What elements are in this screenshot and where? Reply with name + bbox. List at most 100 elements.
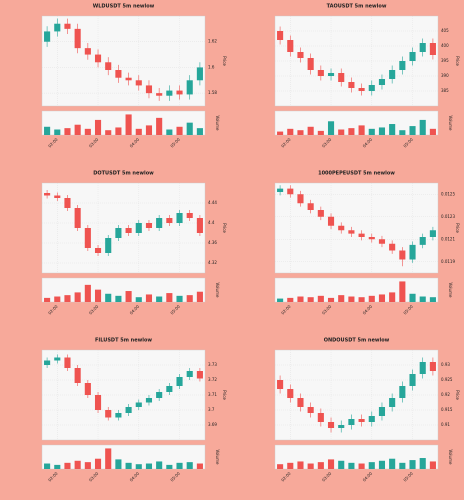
volume-bar [145,294,153,302]
volume-bar [84,128,91,135]
y-tick-label: 0.92 [441,392,450,397]
candle-body [166,386,173,392]
volume-bar [196,291,203,302]
candle-body [44,193,51,196]
y-tick-label: 3.72 [208,377,217,382]
volume-axis-label: Volume [215,116,220,131]
candle-body [317,210,324,217]
volume-bar [348,462,355,469]
y-tick-label: 1.58 [208,90,217,95]
candle-body [317,413,324,422]
y-tick-label: 385 [441,88,449,93]
candle-body [429,230,436,237]
candle-body [186,371,193,377]
volume-bar [94,458,102,469]
volume-bar [409,460,416,469]
volume-bar [297,130,304,135]
candle-body [145,85,153,94]
y-tick-label: 0.0125 [441,191,455,196]
volume-bar [297,461,304,469]
chart-title: WLDUSDT 5m newlow [93,4,155,10]
volume-axis-label: Volume [448,116,453,131]
volume-bar [156,296,163,302]
candle-body [358,88,365,91]
candle-body [105,410,112,418]
volume-bar [429,297,436,302]
y-tick-label: 3.71 [208,392,217,397]
volume-bar [105,448,112,469]
candle-body [327,422,335,428]
volume-bar [84,462,91,469]
candle-body [44,360,51,365]
candle-body [196,67,203,81]
candle-body [135,80,142,86]
y-tick-label: 4.32 [208,260,217,265]
volume-bar [389,292,396,302]
candle-body [317,70,324,76]
volume-bar [277,464,284,469]
candle-body [84,228,91,248]
volume-bar [317,462,324,469]
y-tick-label: 0.0119 [441,259,455,264]
candle-body [277,188,284,192]
volume-bar [378,294,386,302]
candle-body [399,250,406,260]
volume-bar [166,129,173,135]
volume-bar [317,130,324,135]
candle-body [105,62,112,70]
volume-bar [338,295,345,302]
candle-body [297,194,304,204]
candle-body [156,392,163,398]
candle-body [125,228,132,233]
candle-body [348,82,355,88]
plot-area [274,349,439,441]
candle-body [409,52,416,61]
candle-body [125,77,132,81]
volume-bar [44,126,51,135]
volume-bar [166,293,173,302]
y-tick-label: 4.36 [208,240,217,245]
volume-bar [409,126,416,135]
volume-bar [125,114,132,135]
volume-bar [368,462,375,469]
candle-body [307,58,314,70]
y-axis-label: Price [455,223,460,233]
volume-bar [287,462,294,469]
volume-bar [307,297,314,302]
candle-body [378,239,386,244]
candle-body [368,416,375,422]
candle-body [358,233,365,237]
candle-body [54,23,61,32]
candle-body [368,237,375,240]
candle-body [196,371,203,379]
y-tick-label: 395 [441,58,449,63]
volume-bar [287,297,294,302]
candle-body [297,52,304,58]
candle-body [94,248,102,253]
volume-axis-label: Volume [215,283,220,298]
candle-body [399,386,406,398]
candle-body [348,230,355,234]
volume-bar [166,464,173,469]
candle-body [338,225,345,231]
candle-body [54,195,61,198]
volume-bar [54,296,61,302]
candle-body [74,28,81,49]
volume-bar [348,128,355,135]
chart-title: TAOUSDT 5m newlow [327,4,387,10]
candle-body [409,374,416,386]
volume-bar [389,124,396,135]
candle-body [287,188,294,195]
candle-body [166,90,173,96]
volume-bar [368,295,375,302]
candle-body [287,389,294,398]
y-tick-label: 3.7 [208,407,215,412]
candle-body [196,218,203,233]
volume-bar [135,297,142,302]
chart-title: DOTUSDT 5m newlow [93,171,154,177]
volume-bar [44,297,51,302]
y-tick-label: 4.44 [208,200,217,205]
candle-body [419,43,426,52]
volume-bar [429,128,436,135]
